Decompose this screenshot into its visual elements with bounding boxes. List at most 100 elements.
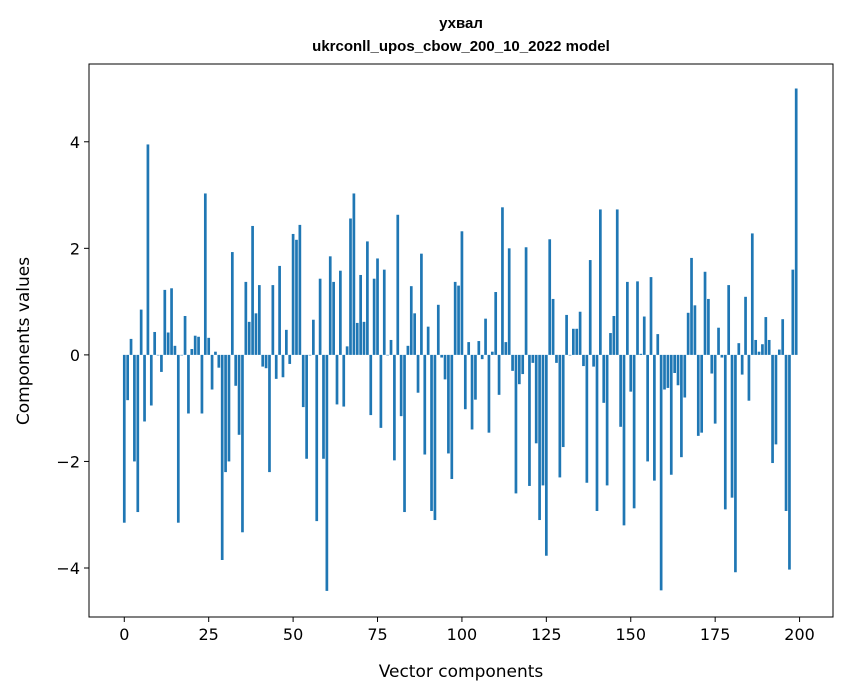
- bar: [369, 354, 373, 416]
- y-axis-ticks: −4 −2 0 2 4: [56, 133, 89, 578]
- bar: [649, 277, 653, 355]
- bar: [372, 278, 376, 355]
- bar: [335, 354, 339, 405]
- bar: [176, 354, 180, 523]
- bar: [534, 354, 538, 444]
- bar: [227, 354, 231, 462]
- bar: [447, 354, 450, 454]
- bar: [558, 354, 562, 478]
- bar: [686, 312, 690, 355]
- bar: [693, 305, 697, 355]
- bar: [474, 354, 477, 400]
- bar: [224, 354, 227, 473]
- bar: [582, 354, 585, 367]
- bar: [220, 354, 224, 560]
- x-tick-label: 150: [615, 625, 646, 644]
- bar: [136, 354, 140, 513]
- bar: [237, 354, 241, 435]
- bar: [744, 296, 747, 355]
- bar: [295, 239, 298, 355]
- y-tick-label: 0: [70, 346, 80, 365]
- x-tick-label: 25: [199, 625, 219, 644]
- bar: [342, 354, 346, 407]
- bar: [352, 193, 356, 355]
- x-tick-label: 200: [784, 625, 815, 644]
- bar: [426, 326, 430, 355]
- bar: [234, 354, 238, 386]
- bar: [683, 354, 687, 398]
- bar: [619, 354, 622, 427]
- bar: [781, 319, 785, 355]
- bar: [173, 345, 177, 355]
- bar: [632, 354, 636, 509]
- y-tick-label: 2: [70, 239, 80, 258]
- bar: [257, 285, 261, 355]
- bar: [133, 354, 136, 462]
- bar: [680, 354, 683, 458]
- bar: [362, 321, 366, 355]
- bar: [653, 354, 656, 481]
- bar: [615, 209, 619, 355]
- bar: [153, 331, 157, 355]
- bar: [521, 354, 525, 375]
- bar: [639, 353, 643, 355]
- x-axis-label: Vector components: [379, 662, 544, 682]
- bar: [470, 354, 474, 430]
- bar: [528, 354, 531, 486]
- bar: [166, 332, 170, 355]
- bar: [457, 285, 460, 355]
- bar: [636, 281, 639, 355]
- bar: [592, 354, 595, 367]
- bar: [771, 354, 774, 464]
- bar: [463, 354, 467, 410]
- bar: [193, 335, 197, 355]
- bar: [200, 354, 204, 414]
- bar: [359, 274, 362, 355]
- bar: [626, 281, 629, 355]
- bar: [268, 354, 271, 473]
- bar: [187, 354, 190, 414]
- bar: [609, 333, 612, 355]
- bar: [514, 354, 518, 494]
- y-tick-label: 4: [70, 133, 80, 152]
- bar: [737, 343, 741, 355]
- bar: [484, 318, 487, 355]
- bar: [676, 354, 680, 386]
- bar: [298, 224, 302, 355]
- bar: [740, 354, 744, 375]
- bar: [420, 253, 423, 355]
- bar: [345, 346, 349, 355]
- bar: [403, 354, 406, 513]
- bar: [575, 328, 579, 355]
- bar: [764, 317, 768, 355]
- x-axis-ticks: 0 25 50 75 100 125 150 175 200: [119, 617, 815, 644]
- bar: [612, 315, 616, 355]
- bar: [197, 336, 200, 355]
- x-tick-label: 0: [119, 625, 129, 644]
- bar: [254, 313, 258, 355]
- x-tick-label: 50: [283, 625, 303, 644]
- plot-frame: [88, 63, 834, 618]
- y-tick-label: −4: [56, 559, 80, 578]
- bar: [207, 337, 211, 355]
- chart-title-line1: ухвал: [439, 15, 483, 32]
- bar: [511, 354, 514, 371]
- bar: [366, 241, 369, 355]
- bar: [379, 354, 383, 428]
- bars-group: [122, 88, 798, 591]
- bar: [122, 354, 126, 523]
- bar: [278, 265, 281, 355]
- bar: [490, 351, 494, 355]
- bar: [453, 281, 457, 355]
- bar: [727, 285, 731, 355]
- bar: [305, 354, 308, 459]
- bar: [433, 354, 437, 521]
- bar: [599, 209, 602, 355]
- bar: [139, 309, 143, 355]
- y-tick-label: −2: [56, 452, 80, 471]
- bar: [656, 334, 660, 355]
- bar: [713, 354, 717, 424]
- bar: [230, 252, 234, 355]
- bar: [497, 354, 501, 395]
